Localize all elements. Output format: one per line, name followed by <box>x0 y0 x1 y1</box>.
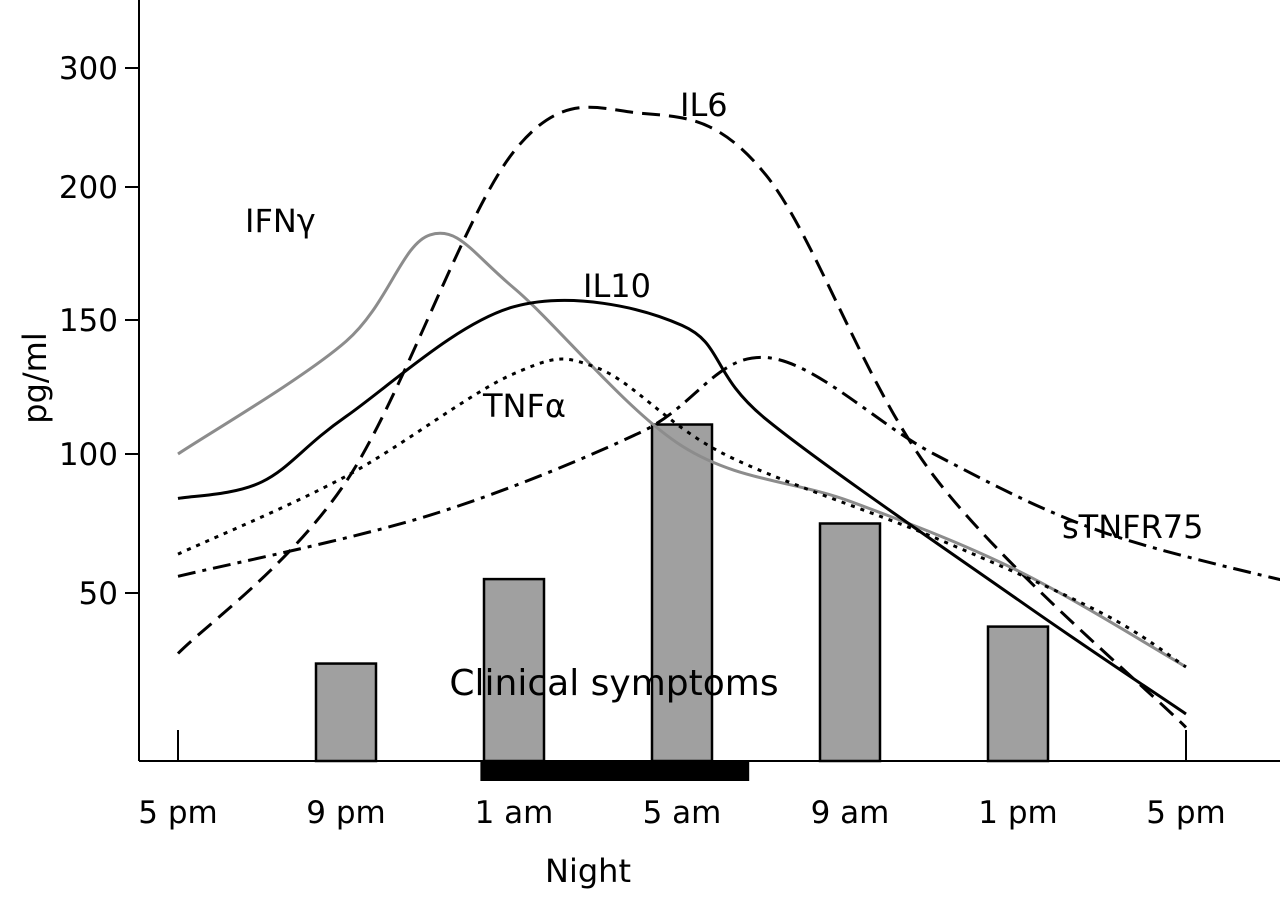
symptom-bar-0 <box>314 662 378 763</box>
x-axis-title: Night <box>545 852 631 890</box>
symptom-bar-4 <box>986 625 1050 763</box>
labels-layer: pg/ml Night Clinical symptoms IL6 IFNγ I… <box>16 86 1204 890</box>
series-label-il10: IL10 <box>583 267 651 305</box>
night-bar <box>480 761 750 781</box>
series-label-tnfa: TNFα <box>482 387 566 425</box>
night-layer <box>480 761 750 781</box>
series-line-stnfr75 <box>177 355 1280 582</box>
y-tick-label-3: 200 <box>59 170 118 206</box>
bar-series-label: Clinical symptoms <box>449 663 778 704</box>
lines-layer <box>176 105 1280 729</box>
x-tick-label-5: 1 pm <box>978 795 1057 831</box>
y-tick-label-2: 150 <box>59 303 118 339</box>
x-tick-label-0: 5 pm <box>138 795 217 831</box>
x-tick-label-1: 9 pm <box>306 795 385 831</box>
bars-layer <box>314 423 1050 763</box>
x-tick-label-4: 9 am <box>811 795 890 831</box>
y-tick-label-4: 300 <box>59 51 118 87</box>
y-tick-label-0: 50 <box>79 576 118 612</box>
series-line-il6 <box>176 105 1188 729</box>
symptom-bar-3 <box>818 522 882 763</box>
x-tick-label-2: 1 am <box>475 795 554 831</box>
series-label-stnfr75: sTNFR75 <box>1062 508 1204 546</box>
x-tick-label-6: 5 pm <box>1146 795 1225 831</box>
series-line-il10 <box>177 298 1187 716</box>
symptom-bar-2 <box>650 423 714 763</box>
y-axis-title: pg/ml <box>16 332 54 423</box>
series-line-ifng <box>177 231 1187 669</box>
series-label-ifng: IFNγ <box>245 202 316 240</box>
symptom-bar-1 <box>482 577 546 763</box>
y-tick-label-1: 100 <box>59 437 118 473</box>
series-label-il6: IL6 <box>680 86 728 124</box>
axes-layer: 50 100 150 200 300 5 pm 9 pm 1 am 5 am 9 am 1 pm 5 … <box>59 0 1280 831</box>
x-tick-label-3: 5 am <box>643 795 722 831</box>
